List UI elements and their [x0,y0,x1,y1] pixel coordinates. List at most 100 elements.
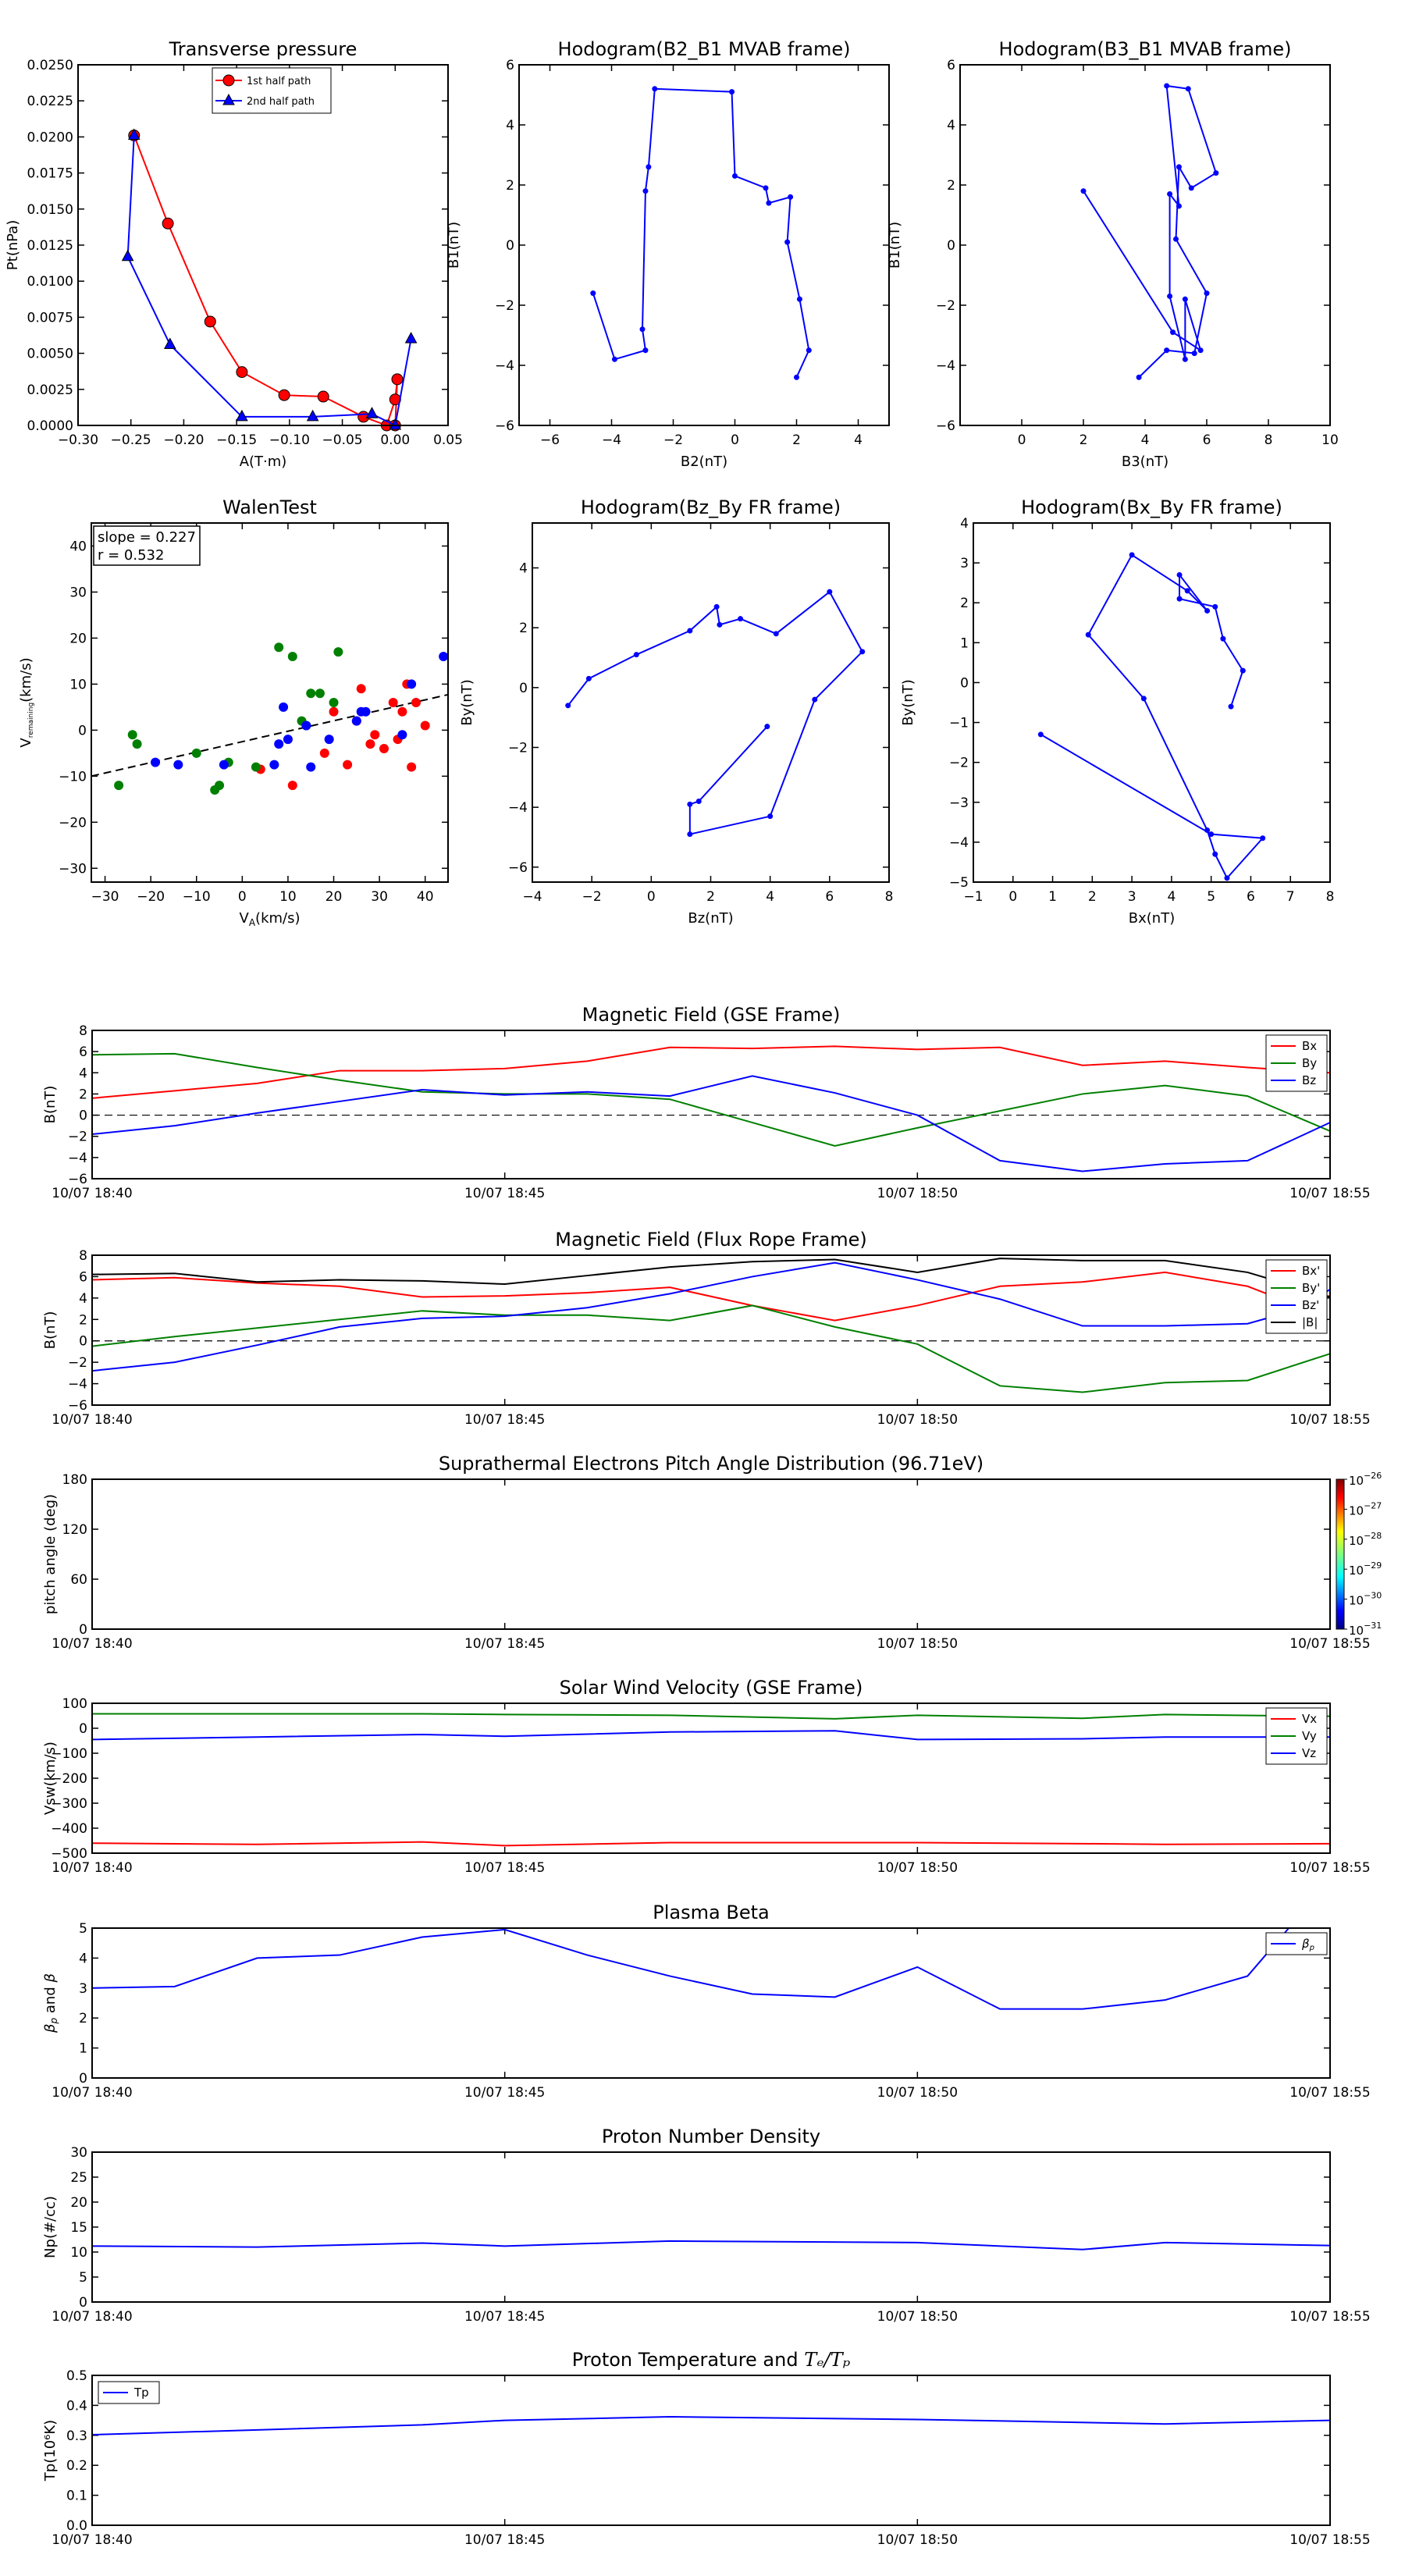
data-point [713,603,720,610]
x-tick-label: 10/07 18:55 [1289,1636,1370,1652]
data-point [687,801,693,807]
data-point [317,390,329,403]
data-point [1037,731,1044,738]
y-axis-label: Vsw(km/s) [42,1742,59,1815]
data-point [1182,296,1188,302]
y-tick-label: 4 [506,118,514,133]
data-point [278,389,290,401]
chart-vsw: Solar Wind Velocity (GSE Frame) 10/07 18:… [42,1677,1371,1876]
data-point [204,315,216,328]
data-point [1085,632,1091,638]
y-axis-label: By(nT) [900,679,916,725]
x-tick-label: 0 [647,889,656,905]
x-tick-label: −1 [963,889,983,905]
data-point [695,799,702,804]
x-tick-label: 10/07 18:55 [1289,1860,1370,1876]
x-tick-label: 10 [279,889,297,905]
series-line-Np [92,2240,1330,2250]
y-tick-label: 4 [519,561,528,577]
x-tick-label: 10/07 18:40 [52,2309,132,2325]
data-point [1167,293,1173,299]
data-point [1176,571,1183,578]
x-tick-label: 10/07 18:40 [52,2532,132,2548]
y-tick-label: −4 [936,358,955,374]
y-tick-label: −2 [936,298,955,314]
plot-border [959,64,1331,426]
data-point [639,326,646,333]
chart-h4: Hodogram(Bx_By FR frame) −1 0 1 2 3 4 5 6 7 8 −5 −4 −… [900,496,1334,927]
data-point [1191,350,1197,357]
x-tick-label: −30 [91,889,119,905]
x-tick-label: 30 [371,889,388,905]
scatter-point-x [343,760,353,770]
plot-border [77,64,449,426]
x-axis-label: B3(nT) [1122,454,1168,470]
chart-walen-test: WalenTest −30 −20 −10 0 10 20 30 40 −30 −20 −10 0 10 2… [18,496,449,928]
y-tick-label: 0.0200 [27,130,73,145]
scatter-point-y [132,739,142,749]
scatter-point-y [114,781,124,791]
data-point [1136,374,1142,380]
y-tick-label: 4 [79,1066,87,1081]
data-point [794,374,799,380]
x-tick-label: 10/07 18:50 [877,2085,958,2101]
series-line-By [92,1304,1330,1393]
data-point [1080,188,1087,194]
legend-label: Bz' [1302,1298,1319,1312]
y-tick-label: 0.0 [66,2518,87,2534]
y-tick-label: −20 [59,815,87,831]
y-tick-label: 6 [506,58,514,73]
x-tick-label: 10/07 18:50 [877,1636,958,1652]
scatter-point-y [251,762,261,772]
data-point [565,703,571,709]
x-tick-label: 2 [1080,432,1088,448]
colorbar-exponent: −29 [1364,1560,1382,1571]
x-tick-label: 10/07 18:50 [877,2532,958,2548]
x-tick-label: 10/07 18:40 [52,1860,132,1876]
legend-label-sub: p [1309,1944,1314,1952]
y-tick-label: 10 [70,2245,87,2261]
data-point [1260,835,1266,841]
x-tick-label: 4 [1141,432,1150,448]
chart-title: Hodogram(Bx_By FR frame) [1021,496,1282,518]
data-point [1208,831,1215,838]
y-tick-label: 2 [960,596,969,611]
data-point [391,373,404,386]
series-line-2ndhalfpath [126,135,412,425]
x-tick-label: 7 [1286,889,1295,905]
chart-h1: Hodogram(B2_B1 MVAB frame) −6 −4 −2 0 2 4 −6 −4 −… [446,38,890,470]
x-tick-label: 10/07 18:50 [877,1860,958,1876]
data-point [1185,86,1191,92]
y-tick-label: 2 [947,178,955,194]
data-point [1212,851,1218,857]
x-tick-label: 10/07 18:45 [464,1412,545,1428]
data-point [389,418,402,430]
y-tick-label: 2 [519,621,528,636]
x-tick-label: 0.00 [380,432,410,448]
y-tick-label: 3 [960,556,969,571]
plot-border [91,1254,1331,1406]
y-axis-label: pitch angle (deg) [42,1494,59,1614]
x-tick-label: −4 [522,889,542,905]
colorbar-label: 10−31 [1349,1621,1382,1638]
scatter-point-x [388,698,398,707]
y-tick-label: −300 [51,1796,87,1812]
x-tick-label: 20 [325,889,343,905]
y-axis-label-mid: and [42,1983,59,2018]
data-point [163,337,176,350]
y-tick-label: 1 [79,2041,87,2057]
legend: Bx By Bz [1265,1034,1328,1092]
series-line-Bz [92,1261,1330,1372]
data-point [222,93,235,105]
x-tick-label: 2 [706,889,715,905]
chart-title: Plasma Beta [653,1902,769,1923]
y-tick-label: −2 [508,741,528,756]
y-tick-label: 30 [69,585,87,600]
scatter-point-x [379,743,389,753]
chart-title: WalenTest [222,496,317,518]
data-point [729,89,735,95]
y-tick-label: 2 [79,2011,87,2026]
y-tick-label: 0.0125 [27,238,73,254]
chart-np: Proton Number Density 10/07 18:40 10/07 18… [42,2126,1371,2325]
data-point [1129,552,1135,558]
